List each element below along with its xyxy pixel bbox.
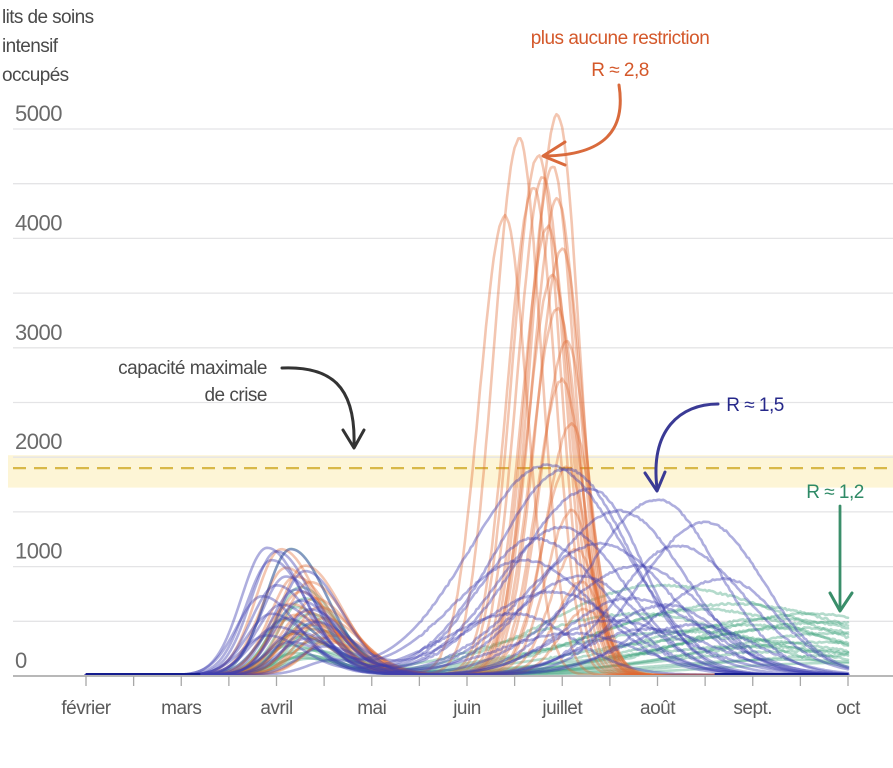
trajectory-blue (84, 544, 850, 677)
trajectory-green (84, 612, 850, 677)
x-ticks: février mars avril mai juin juillet août sept. o… (61, 676, 862, 719)
trajectory-blue (84, 618, 850, 677)
trajectory-green (84, 635, 850, 677)
annotation-orange-arrow (543, 83, 622, 158)
trajectory-blue (84, 536, 850, 677)
trajectory-blue (84, 463, 850, 677)
trajectory-green (84, 597, 850, 677)
trajectory-blue (84, 487, 850, 677)
trajectory-green (84, 585, 850, 677)
trajectory-blue (84, 558, 850, 677)
x-tick-label: oct (836, 698, 861, 719)
trajectory-green (84, 605, 850, 677)
trajectory-blue (84, 576, 850, 677)
y-axis-title-line-1: lits de soins (2, 7, 94, 28)
trajectory-blue (84, 498, 850, 677)
trajectory-blue (84, 574, 850, 677)
annotation-orange-line-2: R ≈ 2,8 (591, 60, 649, 81)
x-tick-label: août (640, 698, 676, 719)
y-tick-label: 4000 (15, 210, 62, 235)
x-tick-label: mars (161, 698, 201, 719)
y-tick-labels: 0 1000 2000 3000 4000 5000 (15, 101, 63, 673)
trajectory-green (84, 611, 850, 677)
x-tick-label: juillet (541, 698, 583, 719)
annotation-orange-arrowhead-icon (541, 140, 567, 167)
annotation-orange: plus aucune restriction R ≈ 2,8 (531, 28, 710, 167)
x-tick-label: février (61, 698, 111, 719)
trajectory-blue (84, 596, 850, 677)
annotation-blue-label: R ≈ 1,5 (726, 395, 784, 416)
y-tick-label: 0 (15, 648, 27, 673)
trajectory-green (84, 620, 850, 677)
trajectory-blue (84, 623, 850, 677)
x-tick-label: avril (260, 698, 292, 719)
annotation-capacity-arrow (280, 366, 356, 448)
annotation-blue: R ≈ 1,5 (643, 395, 784, 493)
trajectory-blue (84, 467, 850, 677)
annotation-capacity: capacité maximale de crise (118, 358, 366, 450)
trajectory-green (84, 648, 850, 677)
trajectory-blue (84, 520, 850, 677)
y-tick-label: 1000 (15, 539, 62, 564)
trajectory-green (84, 547, 850, 677)
x-tick-label: juin (452, 698, 481, 719)
annotation-orange-line-1: plus aucune restriction (531, 28, 710, 49)
annotation-blue-arrow (654, 402, 720, 490)
y-axis-title-line-2: intensif (2, 36, 59, 57)
y-tick-label: 2000 (15, 429, 62, 454)
trajectory-blue (84, 563, 850, 677)
gridlines (13, 128, 893, 622)
y-tick-label: 5000 (15, 101, 62, 126)
annotation-green: R ≈ 1,2 (806, 482, 864, 613)
annotation-capacity-line-2: de crise (204, 385, 267, 406)
annotation-blue-arrowhead-icon (643, 470, 667, 493)
trajectory-blue (84, 541, 850, 677)
x-tick-label: mai (357, 698, 386, 719)
annotation-capacity-line-1: capacité maximale (118, 358, 267, 379)
annotation-green-arrowhead-icon (828, 591, 854, 613)
annotation-green-label: R ≈ 1,2 (806, 482, 864, 503)
capacity-band (8, 455, 893, 488)
trajectory-green (84, 656, 850, 677)
y-tick-label: 3000 (15, 320, 62, 345)
y-axis-title-line-3: occupés (2, 65, 69, 86)
trajectory-green (84, 629, 850, 677)
trajectory-blue (84, 603, 850, 677)
trajectory-green (84, 625, 850, 677)
trajectory-blue (84, 508, 850, 677)
annotation-capacity-arrowhead-icon (341, 428, 366, 450)
x-tick-label: sept. (733, 698, 772, 719)
trajectory-blue (84, 525, 850, 677)
